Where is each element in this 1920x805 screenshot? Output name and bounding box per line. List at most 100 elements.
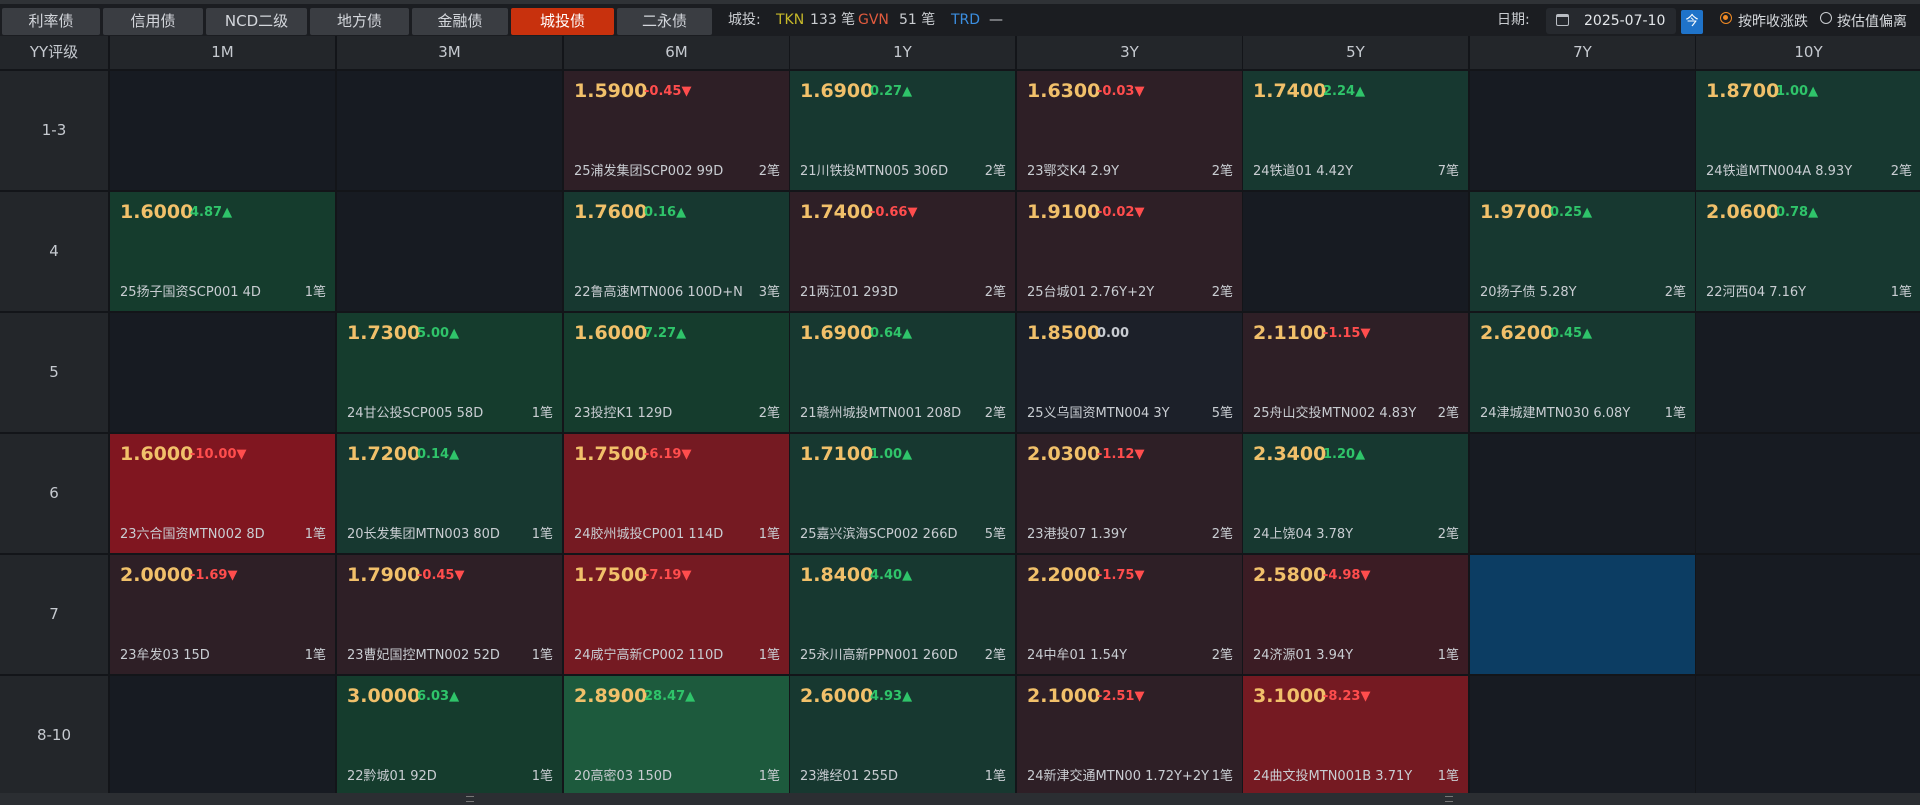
quote-cell[interactable]: 1.9700 0.25▲ 20扬子债 5.28Y 2笔 bbox=[1470, 192, 1695, 311]
yield-value: 1.7400 bbox=[1253, 80, 1327, 102]
trade-count: 2笔 bbox=[1211, 164, 1233, 179]
quote-cell[interactable]: 1.7400 -0.66▼ 21两江01 293D 2笔 bbox=[790, 192, 1015, 311]
quote-cell[interactable]: 1.7200 0.14▲ 20长发集团MTN003 80D 1笔 bbox=[337, 434, 562, 553]
tab-3[interactable]: 地方债 bbox=[310, 8, 409, 35]
rating-row-label: 5 bbox=[0, 313, 108, 432]
quote-cell[interactable]: 2.6200 0.45▲ 24津城建MTN030 6.08Y 1笔 bbox=[1470, 313, 1695, 432]
quote-cell[interactable]: 2.0600 0.78▲ 22河西04 7.16Y 1笔 bbox=[1696, 192, 1920, 311]
trade-count: 2笔 bbox=[984, 164, 1006, 179]
quote-cell[interactable]: 2.2000 -1.75▼ 24中牟01 1.54Y 2笔 bbox=[1017, 555, 1242, 674]
resize-grip-icon[interactable] bbox=[466, 796, 474, 802]
radio-valuation-deviation-label[interactable]: 按估值偏离 bbox=[1837, 14, 1907, 30]
highlighted-empty-cell[interactable] bbox=[1470, 555, 1695, 674]
tab-1[interactable]: 信用债 bbox=[103, 8, 203, 35]
bond-name: 21赣州城投MTN001 208D bbox=[800, 406, 962, 421]
empty-cell[interactable] bbox=[110, 313, 335, 432]
empty-cell[interactable] bbox=[337, 71, 562, 190]
trade-count: 2笔 bbox=[1437, 406, 1459, 421]
change-value: 6.03▲ bbox=[417, 689, 460, 704]
date-picker[interactable]: 2025-07-10 bbox=[1546, 8, 1676, 34]
empty-cell[interactable] bbox=[110, 676, 335, 795]
empty-cell[interactable] bbox=[1470, 434, 1695, 553]
yield-value: 1.6300 bbox=[1027, 80, 1101, 102]
yield-value: 2.6000 bbox=[800, 685, 874, 707]
change-value: 1.00▲ bbox=[1776, 84, 1819, 99]
empty-cell[interactable] bbox=[1696, 313, 1920, 432]
trade-count: 1笔 bbox=[758, 527, 780, 542]
quote-cell[interactable]: 2.6000 4.93▲ 23潍经01 255D 1笔 bbox=[790, 676, 1015, 795]
resize-grip-icon[interactable] bbox=[1445, 796, 1453, 802]
yield-value: 1.9700 bbox=[1480, 201, 1554, 223]
quote-cell[interactable]: 1.7500 -7.19▼ 24咸宁高新CP002 110D 1笔 bbox=[564, 555, 789, 674]
quote-cell[interactable]: 1.6000 4.87▲ 25扬子国资SCP001 4D 1笔 bbox=[110, 192, 335, 311]
empty-cell[interactable] bbox=[1696, 676, 1920, 795]
bond-name: 25舟山交投MTN002 4.83Y bbox=[1253, 406, 1417, 421]
tenor-header[interactable]: 7Y bbox=[1470, 36, 1695, 69]
empty-cell[interactable] bbox=[337, 192, 562, 311]
quote-cell[interactable]: 2.1100 -1.15▼ 25舟山交投MTN002 4.83Y 2笔 bbox=[1243, 313, 1468, 432]
rating-row-label: 8-10 bbox=[0, 676, 108, 795]
quote-cell[interactable]: 2.0300 -1.12▼ 23港投07 1.39Y 2笔 bbox=[1017, 434, 1242, 553]
quote-cell[interactable]: 2.5800 -4.98▼ 24济源01 3.94Y 1笔 bbox=[1243, 555, 1468, 674]
tenor-header[interactable]: 1Y bbox=[790, 36, 1015, 69]
quote-cell[interactable]: 2.0000 -1.69▼ 23牟发03 15D 1笔 bbox=[110, 555, 335, 674]
tab-4[interactable]: 金融债 bbox=[412, 8, 508, 35]
empty-cell[interactable] bbox=[1470, 71, 1695, 190]
tab-0[interactable]: 利率债 bbox=[2, 8, 100, 35]
change-value: 5.00▲ bbox=[417, 326, 460, 341]
quote-cell[interactable]: 2.8900 28.47▲ 20高密03 150D 1笔 bbox=[564, 676, 789, 795]
quote-cell[interactable]: 1.7300 5.00▲ 24甘公投SCP005 58D 1笔 bbox=[337, 313, 562, 432]
tenor-header[interactable]: 3Y bbox=[1017, 36, 1242, 69]
quote-cell[interactable]: 1.7100 1.00▲ 25嘉兴滨海SCP002 266D 5笔 bbox=[790, 434, 1015, 553]
quote-cell[interactable]: 2.1000 -2.51▼ 24新津交通MTN00 1.72Y+2Y 1笔 bbox=[1017, 676, 1242, 795]
quote-cell[interactable]: 1.6000 7.27▲ 23投控K1 129D 2笔 bbox=[564, 313, 789, 432]
bond-name: 21川铁投MTN005 306D bbox=[800, 164, 949, 179]
empty-cell[interactable] bbox=[110, 71, 335, 190]
calendar-icon[interactable] bbox=[1556, 14, 1569, 26]
trade-count: 1笔 bbox=[304, 648, 326, 663]
quote-cell[interactable]: 1.7400 2.24▲ 24铁道01 4.42Y 7笔 bbox=[1243, 71, 1468, 190]
empty-cell[interactable] bbox=[1696, 555, 1920, 674]
empty-cell[interactable] bbox=[1470, 676, 1695, 795]
change-value: 2.24▲ bbox=[1323, 84, 1366, 99]
tab-6[interactable]: 二永债 bbox=[617, 8, 712, 35]
quote-cell[interactable]: 1.6900 0.64▲ 21赣州城投MTN001 208D 2笔 bbox=[790, 313, 1015, 432]
radio-prev-close[interactable] bbox=[1720, 12, 1732, 24]
quote-cell[interactable]: 1.7600 0.16▲ 22鲁高速MTN006 100D+N 3笔 bbox=[564, 192, 789, 311]
empty-cell[interactable] bbox=[1696, 434, 1920, 553]
quote-cell[interactable]: 1.7900 -0.45▼ 23曹妃国控MTN002 52D 1笔 bbox=[337, 555, 562, 674]
bond-name: 25浦发集团SCP002 99D bbox=[574, 164, 724, 179]
tab-2[interactable]: NCD二级 bbox=[206, 8, 307, 35]
quote-cell[interactable]: 3.1000 -8.23▼ 24曲文投MTN001B 3.71Y 1笔 bbox=[1243, 676, 1468, 795]
radio-prev-close-label[interactable]: 按昨收涨跌 bbox=[1738, 14, 1808, 30]
tenor-header[interactable]: 3M bbox=[337, 36, 562, 69]
yield-value: 1.5900 bbox=[574, 80, 648, 102]
yield-value: 1.6000 bbox=[574, 322, 648, 344]
quote-cell[interactable]: 1.8700 1.00▲ 24铁道MTN004A 8.93Y 2笔 bbox=[1696, 71, 1920, 190]
today-button[interactable]: 今 bbox=[1681, 10, 1703, 34]
tab-5[interactable]: 城投债 bbox=[511, 8, 614, 35]
tenor-header[interactable]: 6M bbox=[564, 36, 789, 69]
trade-count: 2笔 bbox=[1211, 285, 1233, 300]
tenor-header[interactable]: 5Y bbox=[1243, 36, 1468, 69]
empty-cell[interactable] bbox=[1243, 192, 1468, 311]
quote-cell[interactable]: 1.5900 -0.45▼ 25浦发集团SCP002 99D 2笔 bbox=[564, 71, 789, 190]
bottom-scrollbar[interactable] bbox=[0, 793, 1920, 805]
trade-count: 2笔 bbox=[984, 285, 1006, 300]
quote-cell[interactable]: 2.3400 1.20▲ 24上饶04 3.78Y 2笔 bbox=[1243, 434, 1468, 553]
quote-cell[interactable]: 1.7500 -6.19▼ 24胶州城投CP001 114D 1笔 bbox=[564, 434, 789, 553]
quote-cell[interactable]: 1.8400 4.40▲ 25永川高新PPN001 260D 2笔 bbox=[790, 555, 1015, 674]
trade-count: 2笔 bbox=[1211, 648, 1233, 663]
quote-cell[interactable]: 1.8500 0.00 25义乌国资MTN004 3Y 5笔 bbox=[1017, 313, 1242, 432]
change-value: -1.69▼ bbox=[190, 568, 238, 583]
trade-count: 2笔 bbox=[758, 164, 780, 179]
quote-cell[interactable]: 1.6300 -0.03▼ 23鄂交K4 2.9Y 2笔 bbox=[1017, 71, 1242, 190]
quote-cell[interactable]: 1.6000 -10.00▼ 23六合国资MTN002 8D 1笔 bbox=[110, 434, 335, 553]
yield-value: 2.0300 bbox=[1027, 443, 1101, 465]
radio-valuation-deviation[interactable] bbox=[1820, 12, 1832, 24]
quote-cell[interactable]: 1.6900 0.27▲ 21川铁投MTN005 306D 2笔 bbox=[790, 71, 1015, 190]
tenor-header[interactable]: 1M bbox=[110, 36, 335, 69]
quote-cell[interactable]: 3.0000 6.03▲ 22黔城01 92D 1笔 bbox=[337, 676, 562, 795]
tenor-header[interactable]: 10Y bbox=[1696, 36, 1920, 69]
quote-cell[interactable]: 1.9100 -0.02▼ 25台城01 2.76Y+2Y 2笔 bbox=[1017, 192, 1242, 311]
